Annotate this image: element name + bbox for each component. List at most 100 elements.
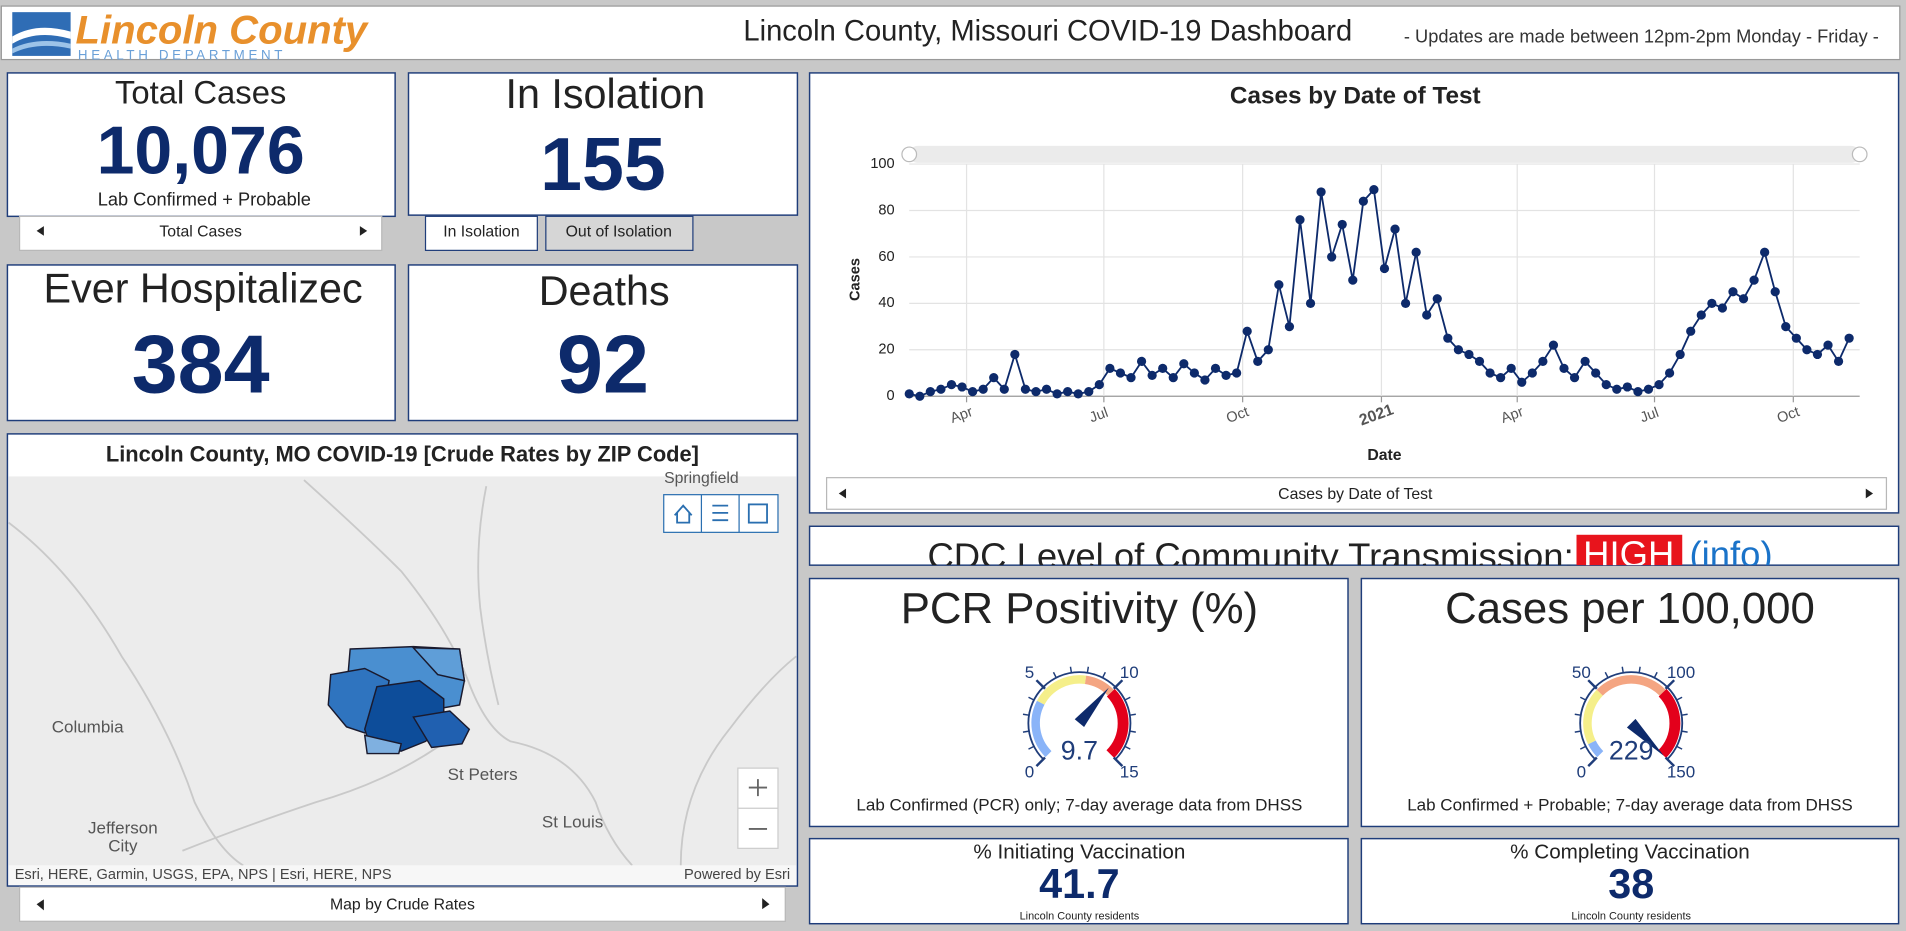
chart-title: Cases by Date of Test [1230,83,1481,110]
map-rivers [8,479,797,867]
next-arrow[interactable] [359,226,368,236]
range-slider[interactable] [909,145,1860,163]
data-point [1569,373,1580,383]
data-point [1242,326,1252,336]
gauge-minor-tick [1124,696,1131,701]
data-point [1506,363,1516,373]
data-point [936,384,946,394]
card-note: Lincoln County residents [1020,910,1140,922]
gauge-tick [1112,756,1124,767]
data-point [978,384,988,394]
gauge-tick-label: 15 [1120,763,1139,782]
data-point [1580,356,1590,367]
slider-handle[interactable] [1851,146,1868,163]
gauge-minor-tick [1676,745,1683,750]
x-axis-label: Date [1367,447,1401,464]
data-point [1707,298,1717,308]
nav-label[interactable]: Cases by Date of Test [1278,486,1433,503]
tab-label[interactable]: Out of Isolation [566,223,672,240]
header [0,5,1901,61]
tab-active[interactable] [424,215,538,251]
gauge-minor-tick [1101,671,1106,679]
map-label: St Peters [448,765,518,784]
data-point [1664,368,1675,378]
next-arrow[interactable] [762,898,770,910]
gauge-minor-tick [1028,696,1035,701]
data-point [1675,349,1685,360]
gauge-band [1596,675,1666,696]
nav-label[interactable]: Total Cases [159,223,242,240]
x-tick-label: Jul [1638,405,1661,426]
data-point [1781,321,1791,332]
prev-arrow[interactable] [36,226,44,236]
data-point [1379,263,1390,274]
gauge-needle [1626,718,1664,756]
attribution-bar [8,865,797,885]
gauge-tick [1587,756,1598,767]
data-point [1232,368,1242,378]
level-text: HIGH [1583,533,1674,574]
nav-bar [18,215,383,251]
gauge-tick [1587,679,1598,690]
gauge-tick [1664,756,1676,767]
gauge-rim [1027,671,1132,760]
map-title: Lincoln County, MO COVID-19 [Crude Rates… [106,442,699,467]
attribution: Esri, HERE, Garmin, USGS, EPA, NPS | Esr… [15,867,392,883]
gauge-tick-label: 10 [1120,663,1139,682]
card-value: 41.7 [1039,861,1119,907]
header-title: Lincoln County, Missouri COVID-19 Dashbo… [743,16,1352,48]
data-point [1136,356,1147,367]
gauge-band [1084,675,1114,696]
data-point [1105,363,1115,373]
gauge-minor-tick [1086,666,1090,673]
map-label: Springfield [664,470,739,487]
attribution: Powered by Esri [684,867,790,883]
gauge-minor-tick [1681,713,1688,716]
data-point [925,386,935,397]
data-point [1084,386,1094,397]
gauge-minor-tick [1574,713,1581,716]
data-point [1760,247,1770,257]
gauge-title: PCR Positivity (%) [901,584,1258,633]
data-point [1770,287,1780,297]
tab-label[interactable]: In Isolation [443,223,519,240]
tab[interactable] [545,215,694,251]
gauge-tick-label: 100 [1667,663,1695,682]
info-link[interactable]: (info) [1690,533,1773,574]
data-point [1749,275,1759,285]
next-arrow[interactable] [1865,488,1874,499]
data-point [1791,333,1801,343]
data-point [1221,370,1231,380]
y-tick-label: 60 [878,249,894,265]
data-point [1654,379,1664,390]
gauge-value: 229 [1609,735,1654,765]
gauge-tick-label: 5 [1025,663,1034,682]
gauge-minor-tick [1028,745,1035,750]
data-point [1591,368,1601,378]
card-title: % Completing Vaccination [1510,841,1750,864]
data-point [1686,326,1696,336]
data-point [1348,275,1358,285]
card-value: 92 [557,318,649,411]
gauge-minor-tick [1574,730,1581,733]
gauge-tick-label: 150 [1667,763,1695,782]
data-point [1168,373,1178,383]
card [6,72,396,218]
slider-handle[interactable] [901,146,918,163]
card-title: Total Cases [115,73,286,110]
data-point [1548,340,1559,350]
data-point [1432,294,1442,304]
data-point [1496,373,1506,383]
card [1360,577,1900,828]
gauge-minor-tick [1653,671,1658,679]
data-point [1316,187,1326,197]
prev-arrow[interactable] [36,899,44,911]
nav-label[interactable]: Map by Crude Rates [330,897,475,914]
data-point [1411,247,1421,257]
data-point [1390,224,1400,234]
gauge-band [1583,689,1603,745]
prev-arrow[interactable] [838,488,847,499]
data-point [1517,377,1527,387]
map-controls[interactable] [663,494,779,849]
data-point [1538,356,1548,367]
